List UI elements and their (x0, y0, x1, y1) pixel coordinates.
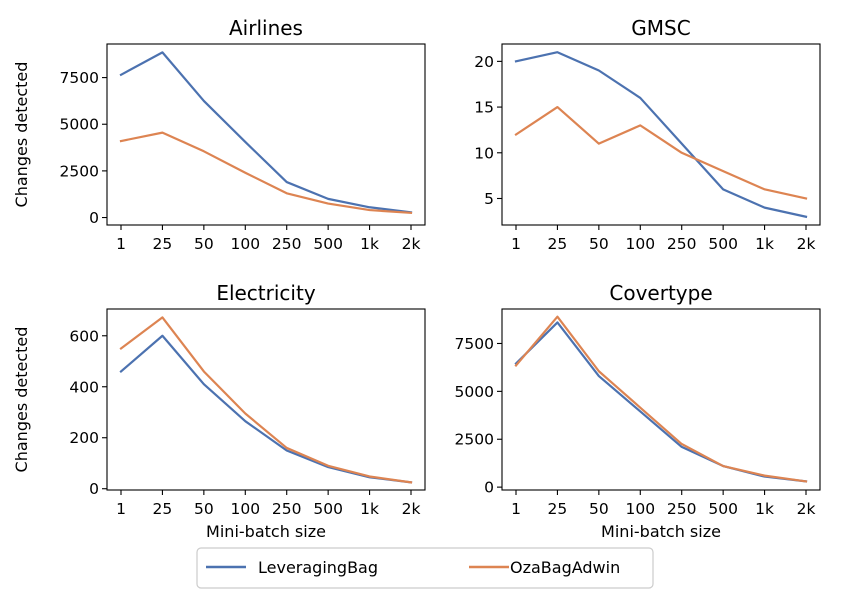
y-tick-label: 0 (89, 209, 99, 227)
x-tick-label: 1k (755, 500, 774, 518)
x-tick-label: 500 (708, 235, 738, 253)
x-tick-label: 50 (589, 500, 609, 518)
axes-frame (501, 43, 821, 226)
x-tick-label: 100 (625, 500, 655, 518)
y-tick-label: 0 (484, 479, 494, 497)
legend-label-leveragingbag: LeveragingBag (258, 558, 378, 577)
x-tick-label: 25 (548, 500, 568, 518)
series-line-leveragingbag (514, 321, 808, 483)
y-tick-label: 7500 (60, 69, 99, 87)
y-tick-label: 600 (69, 327, 99, 345)
y-tick-label: 2500 (60, 162, 99, 180)
x-tick-label: 2k (402, 500, 421, 518)
chart-title: Airlines (229, 16, 303, 40)
x-tick-label: 1 (511, 500, 521, 518)
x-tick-label: 100 (625, 235, 655, 253)
x-tick-label: 250 (272, 235, 302, 253)
x-tick-label: 2k (797, 500, 816, 518)
subplot-airlines: Airlines 1 25 50 100 250 500 1k 2k 0 2500 5000 7500 C… (12, 16, 426, 253)
series-line-leveragingbag (514, 51, 808, 219)
x-tick-label: 25 (153, 500, 173, 518)
x-tick-label: 1k (360, 235, 379, 253)
subplot-covertype: Covertype 1 25 50 100 250 500 1k 2k 0 2500 5000 7500… (455, 281, 821, 541)
x-tick-label: 250 (667, 500, 697, 518)
y-tick-label: 15 (474, 99, 494, 117)
y-tick-label: 200 (69, 429, 99, 447)
x-tick-label: 2k (797, 235, 816, 253)
x-tick-label: 2k (402, 235, 421, 253)
series-line-ozabagadwin (119, 316, 413, 484)
y-tick-label: 20 (474, 53, 494, 71)
x-tick-label: 1 (116, 500, 126, 518)
x-tick-label: 1 (116, 235, 126, 253)
y-tick-label: 2500 (455, 431, 494, 449)
series-line-ozabagadwin (514, 315, 808, 483)
x-tick-label: 250 (272, 500, 302, 518)
y-tick-label: 5000 (455, 383, 494, 401)
x-tick-label: 50 (589, 235, 609, 253)
axes-frame (501, 308, 821, 491)
legend: LeveragingBag OzaBagAdwin (196, 547, 654, 589)
x-tick-label: 1 (511, 235, 521, 253)
legend-box (196, 547, 654, 589)
y-tick-label: 400 (69, 378, 99, 396)
x-tick-label: 1k (755, 235, 774, 253)
x-tick-label: 100 (230, 500, 260, 518)
x-axis-label: Mini-batch size (601, 522, 721, 541)
x-tick-label: 500 (313, 500, 343, 518)
series-line-leveragingbag (119, 51, 413, 214)
series-line-leveragingbag (119, 334, 413, 484)
subplot-gmsc: GMSC 1 25 50 100 250 500 1k 2k 5 10 15 20 (474, 16, 821, 253)
x-tick-label: 50 (194, 500, 214, 518)
legend-label-ozabagadwin: OzaBagAdwin (510, 558, 620, 577)
subplot-electricity: Electricity 1 25 50 100 250 500 1k 2k 0 200 400 600 C… (12, 281, 426, 541)
chart-title: Covertype (609, 281, 712, 305)
y-tick-label: 10 (474, 144, 494, 162)
y-tick-label: 7500 (455, 335, 494, 353)
x-tick-label: 100 (230, 235, 260, 253)
x-tick-label: 25 (153, 235, 173, 253)
x-tick-label: 500 (708, 500, 738, 518)
x-tick-label: 50 (194, 235, 214, 253)
y-tick-label: 5000 (60, 116, 99, 134)
x-axis-label: Mini-batch size (206, 522, 326, 541)
x-tick-label: 500 (313, 235, 343, 253)
series-line-ozabagadwin (119, 131, 413, 215)
y-tick-label: 5 (484, 190, 494, 208)
axes-frame (106, 43, 426, 226)
series-line-ozabagadwin (514, 105, 808, 200)
y-tick-label: 0 (89, 480, 99, 498)
x-tick-label: 250 (667, 235, 697, 253)
y-axis-label: Changes detected (12, 327, 31, 473)
chart-title: GMSC (631, 16, 690, 40)
axes-frame (106, 308, 426, 491)
y-axis-label: Changes detected (12, 62, 31, 208)
x-tick-label: 1k (360, 500, 379, 518)
chart-title: Electricity (216, 281, 316, 305)
x-tick-label: 25 (548, 235, 568, 253)
